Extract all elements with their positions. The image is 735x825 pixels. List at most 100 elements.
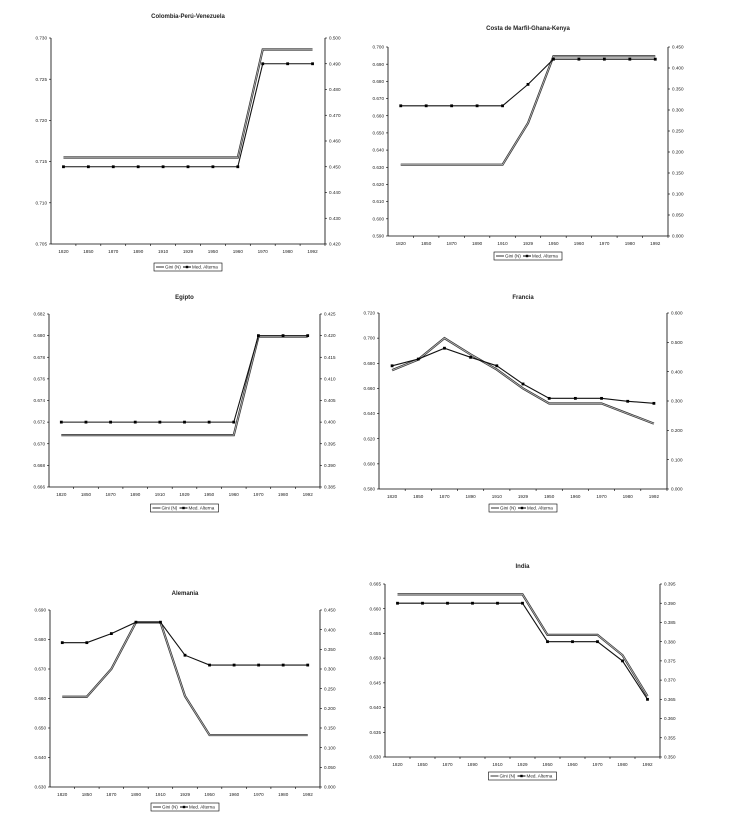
left-tick-label: 0.635 [370, 730, 382, 735]
data-point [443, 346, 446, 350]
left-tick-label: 0.600 [364, 461, 376, 466]
x-tick-label: 1992 [303, 492, 314, 497]
right-tick-label: 0.450 [672, 45, 684, 50]
x-tick-label: 1870 [105, 492, 116, 497]
left-tick-label: 0.720 [364, 311, 376, 316]
data-point [390, 364, 394, 368]
data-point [261, 62, 265, 66]
x-tick-label: 1929 [517, 762, 528, 767]
x-tick-label: 1820 [57, 792, 68, 797]
x-tick-label: 1910 [158, 249, 169, 254]
data-point [236, 165, 240, 169]
data-point [186, 165, 190, 169]
legend-marker [185, 265, 189, 269]
x-tick-label: 1850 [421, 241, 432, 246]
right-tick-label: 0.460 [329, 139, 341, 144]
right-tick-label: 0.450 [329, 164, 341, 169]
x-tick-label: 1910 [155, 792, 166, 797]
legend-label: Gini (N) [162, 506, 178, 511]
data-point [546, 640, 549, 644]
data-point [521, 382, 525, 386]
x-tick-label: 1950 [204, 792, 215, 797]
x-tick-label: 1870 [442, 762, 453, 767]
left-tick-label: 0.678 [34, 355, 46, 360]
right-tick-label: 0.400 [324, 627, 336, 632]
right-tick-label: 0.420 [329, 242, 341, 247]
data-point [602, 57, 606, 61]
data-point [628, 57, 632, 61]
left-tick-label: 0.650 [35, 726, 47, 731]
legend-marker [182, 506, 185, 510]
left-tick-label: 0.620 [364, 436, 376, 441]
series-line-gini [61, 336, 308, 436]
right-tick-label: 0.250 [324, 686, 336, 691]
right-tick-label: 0.370 [664, 678, 676, 683]
legend-label: Med. Alterna [527, 774, 553, 779]
data-point [652, 401, 656, 405]
right-tick-label: 0.150 [672, 171, 684, 176]
data-point [133, 420, 137, 424]
right-tick-label: 0.375 [664, 658, 676, 663]
x-tick-label: 1870 [108, 249, 119, 254]
right-tick-label: 0.100 [672, 192, 684, 197]
legend-marker [525, 254, 529, 258]
data-point [526, 82, 530, 86]
left-tick-label: 0.680 [35, 637, 47, 642]
chart-title: Alemania [172, 591, 199, 597]
x-tick-label: 1910 [497, 241, 508, 246]
left-tick-label: 0.670 [373, 96, 385, 101]
data-point [161, 165, 165, 169]
left-tick-label: 0.682 [34, 312, 46, 317]
x-tick-label: 1850 [83, 249, 94, 254]
left-tick-label: 0.660 [373, 113, 385, 118]
data-point [111, 165, 115, 169]
x-tick-label: 1960 [574, 241, 585, 246]
data-point [577, 57, 581, 61]
chart-title: Costa de Marfil-Ghana-Kenya [486, 26, 570, 32]
data-point [85, 641, 89, 645]
series-line-med-alterna [400, 58, 656, 107]
x-tick-label: 1960 [229, 492, 240, 497]
data-point [306, 334, 310, 338]
data-point [501, 104, 504, 108]
right-tick-label: 0.300 [671, 399, 683, 404]
x-tick-label: 1992 [307, 249, 318, 254]
data-point [469, 355, 473, 359]
left-tick-label: 0.665 [370, 582, 382, 587]
x-tick-label: 1960 [570, 494, 581, 499]
x-tick-label: 1890 [131, 792, 142, 797]
right-tick-label: 0.410 [324, 376, 336, 381]
data-point [134, 620, 138, 624]
series-line-med-alterna [391, 347, 654, 404]
right-tick-label: 0.300 [324, 667, 336, 672]
x-tick-label: 1980 [278, 792, 289, 797]
x-tick-label: 1970 [599, 241, 610, 246]
right-tick-label: 0.480 [329, 87, 341, 92]
data-point [596, 640, 599, 644]
data-point [421, 601, 424, 605]
legend-label: Med. Alterna [532, 254, 558, 259]
x-tick-label: 1820 [58, 249, 69, 254]
right-tick-label: 0.385 [324, 485, 336, 490]
left-tick-label: 0.660 [370, 606, 382, 611]
data-point [475, 104, 479, 108]
x-tick-label: 1820 [392, 762, 403, 767]
right-tick-label: 0.440 [329, 190, 341, 195]
data-point [62, 165, 65, 169]
data-point [109, 632, 113, 635]
x-tick-label: 1890 [472, 241, 483, 246]
legend-label: Gini (N) [500, 774, 516, 779]
x-tick-label: 1929 [518, 494, 529, 499]
series-line-gini-outline [400, 55, 656, 166]
left-tick-label: 0.676 [34, 376, 46, 381]
x-tick-label: 1950 [542, 762, 553, 767]
left-tick-label: 0.725 [36, 77, 48, 82]
legend: Gini (N) Med. Alterna [493, 251, 563, 261]
right-tick-label: 0.250 [672, 129, 684, 134]
chart-title: Colombia-Perú-Venezuela [151, 14, 225, 20]
left-tick-label: 0.640 [373, 148, 385, 153]
left-tick-label: 0.680 [34, 333, 46, 338]
series-line-gini-outline [63, 48, 313, 159]
data-point [424, 104, 428, 108]
